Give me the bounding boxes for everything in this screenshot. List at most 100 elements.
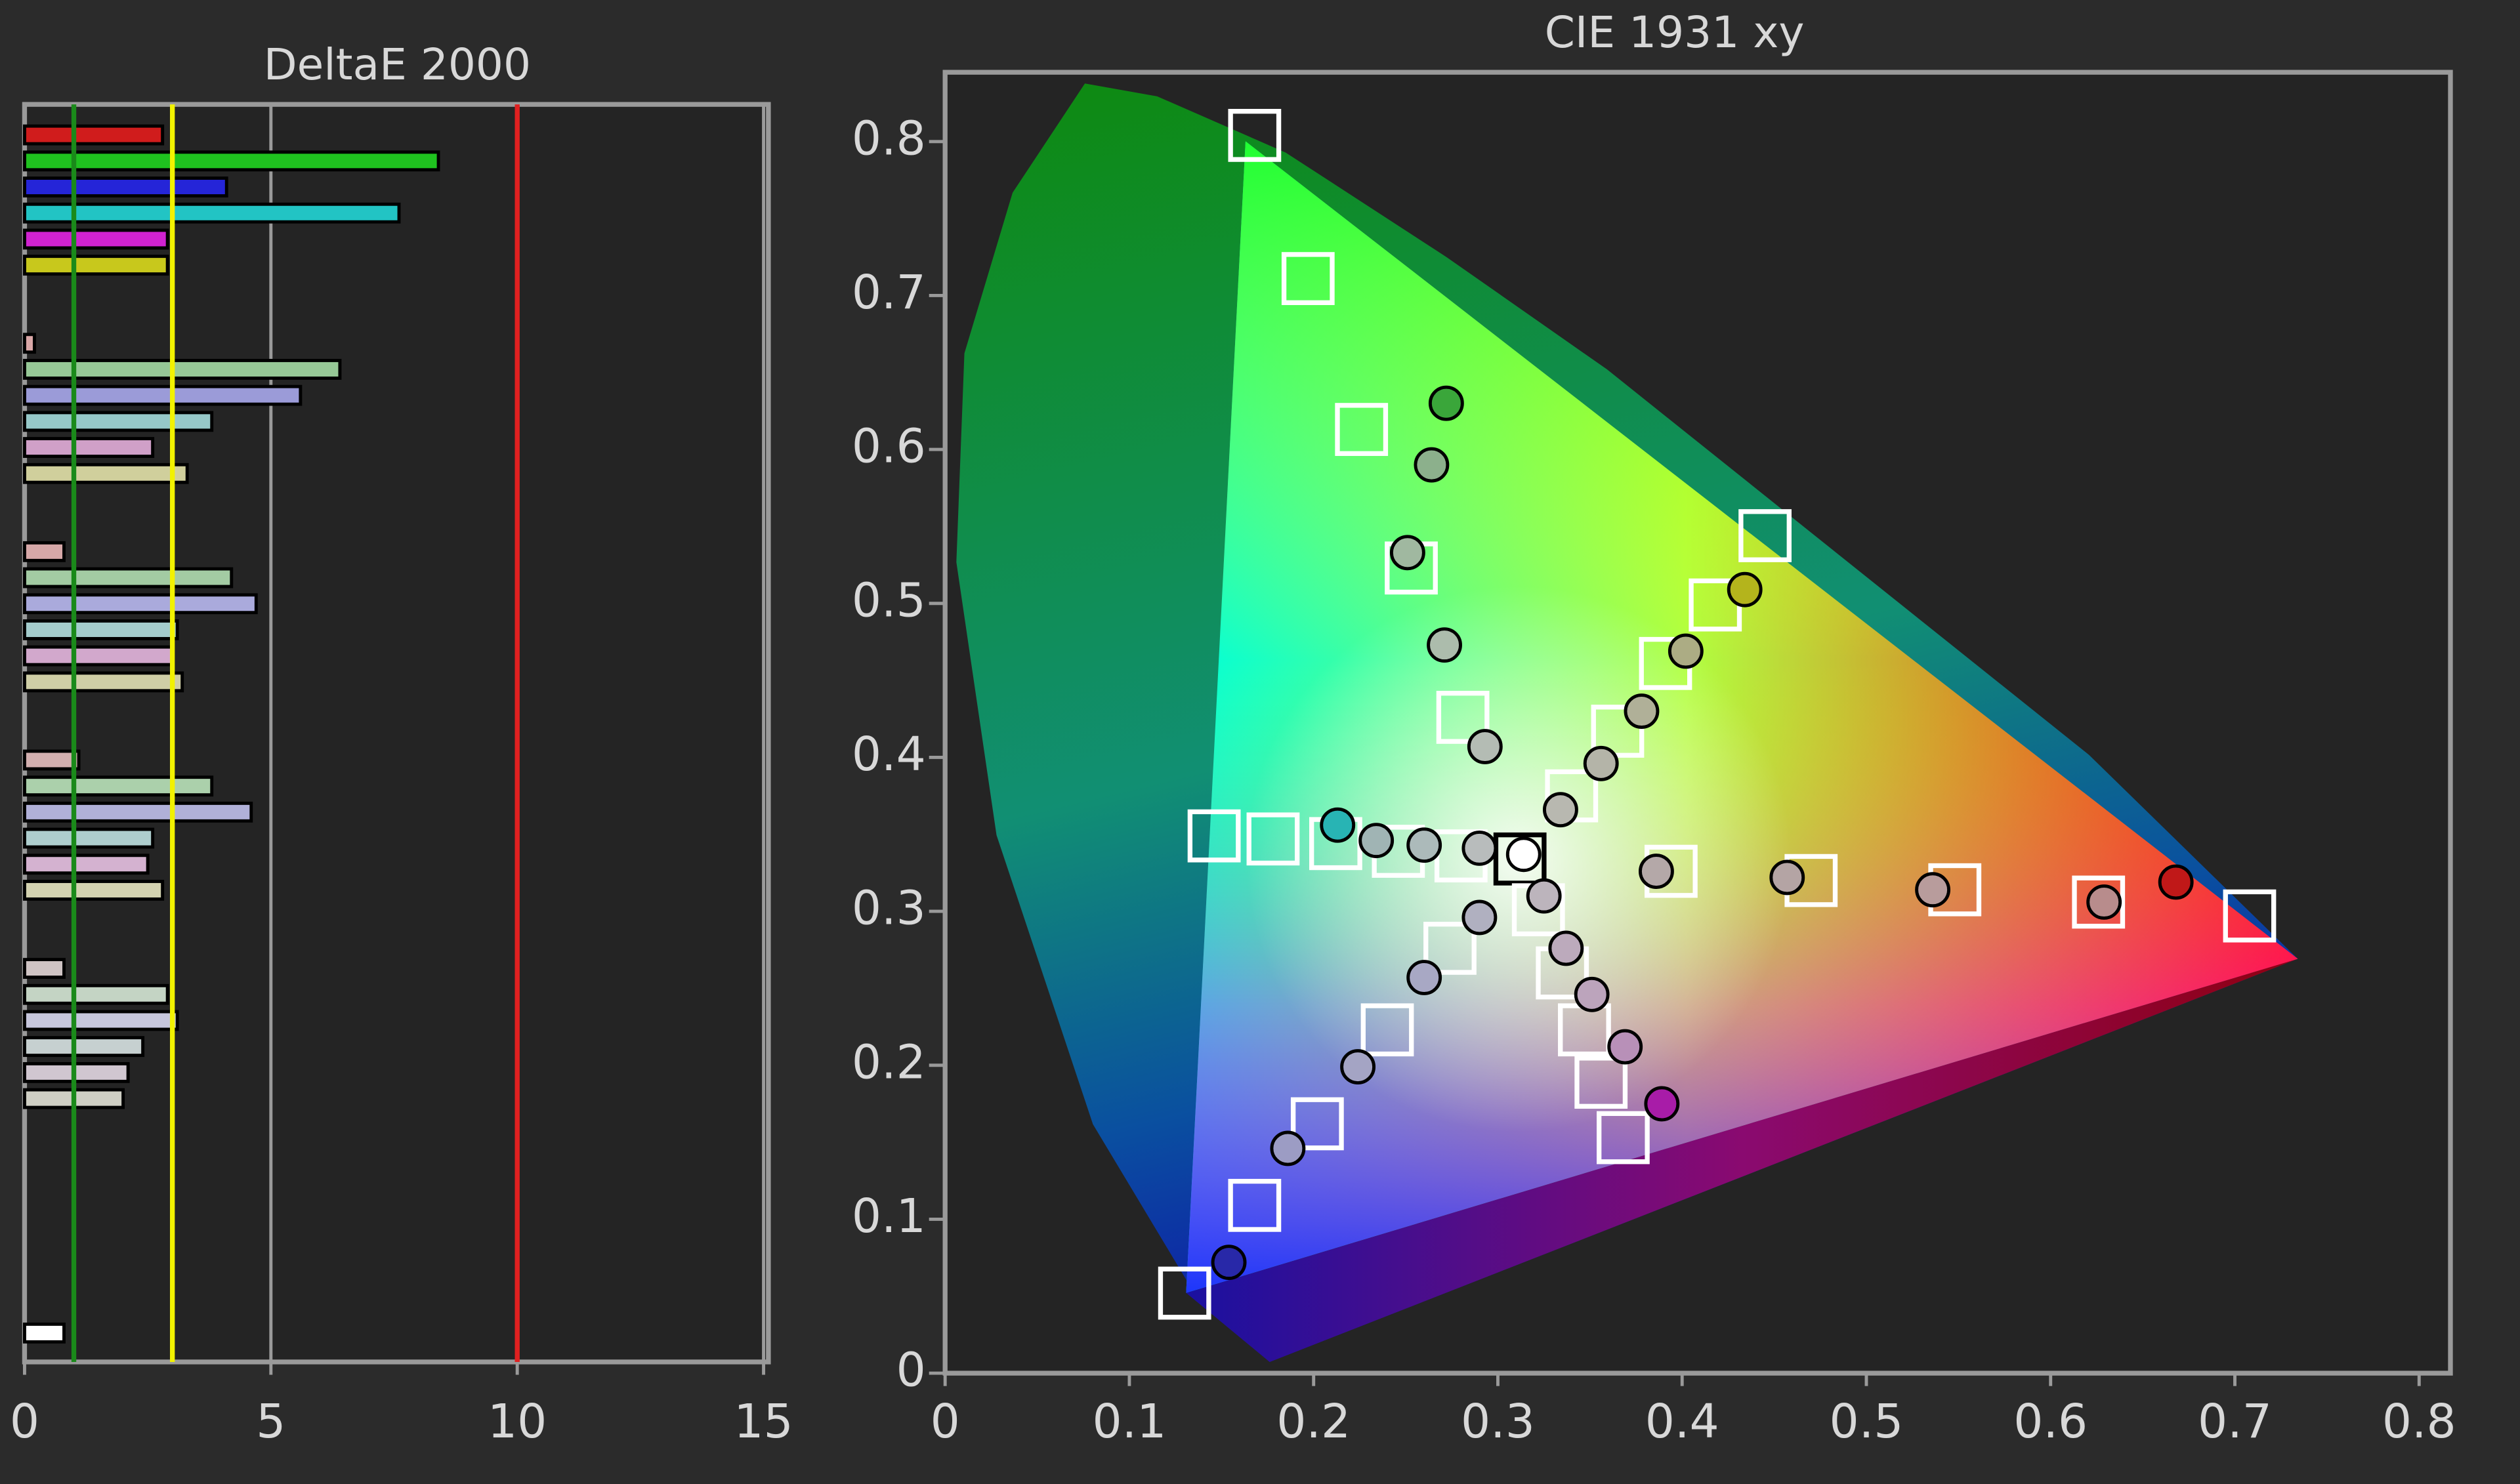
measured-point [1542,792,1578,828]
white-point-glow [1186,141,2298,1293]
target-marker [1228,108,1282,162]
chart-title: CIE 1931 xy [1545,7,1805,58]
bar [22,150,440,172]
bar [22,880,165,901]
bar [22,541,66,562]
bar [22,1061,130,1083]
target-marker [2072,875,2126,929]
target-marker [1246,812,1300,866]
target-marker [1591,705,1645,758]
bar [22,827,155,849]
target-marker [1436,691,1490,744]
measured-point [1727,571,1763,608]
y-tick-label: 0.5 [852,573,926,627]
x-tick-label: 0.1 [1092,1394,1166,1449]
target-marker [1360,1003,1414,1057]
x-tick-label: 0.8 [2382,1394,2456,1449]
measured-point [1320,807,1356,843]
measured-point [1358,823,1395,859]
measured-point [1270,1130,1306,1166]
y-tick-label: 0.8 [852,111,926,165]
bar [22,124,165,146]
bar [22,359,342,380]
measured-point [1526,878,1562,914]
bar [22,775,214,797]
target-marker [1187,809,1241,863]
bar [22,593,258,615]
plot-area [22,102,771,1365]
measured-point [2086,884,2122,920]
measured-point [1644,1086,1680,1122]
measured-point [1624,693,1660,729]
bar [22,228,169,250]
bar [22,202,401,224]
measured-point [1505,836,1542,873]
measured-point [1414,447,1450,483]
target-marker [1158,1266,1211,1320]
target-marker [1290,1097,1344,1151]
y-tick-label: 0.6 [852,419,926,474]
measured-point [1915,872,1950,908]
target-marker [1423,922,1477,975]
measured-point [1769,859,1805,896]
measured-point [1607,1029,1643,1065]
x-tick-label: 10 [488,1394,547,1449]
measured-point [1467,729,1503,764]
y-tick-label: 0.7 [852,265,926,319]
purple-band [1186,958,2298,1362]
x-tick-label: 0.4 [1645,1394,1719,1449]
measured-point [2158,864,2194,900]
bar [22,671,184,693]
bar [22,567,234,588]
bar [22,411,214,432]
measured-point [1548,930,1584,966]
x-tick-label: 0 [10,1394,39,1449]
y-tick-label: 0.4 [852,727,926,781]
x-tick-label: 15 [734,1394,793,1449]
y-tick-label: 0.2 [852,1035,926,1089]
bar [22,463,189,484]
measured-point [1406,960,1442,995]
bar [22,645,175,667]
target-marker [2223,889,2277,943]
x-tick-label: 0.7 [2198,1394,2272,1449]
gamut-diagram [956,83,2298,1362]
target-marker [1738,509,1792,562]
bar [22,333,36,354]
y-tick-label: 0.3 [852,881,926,936]
measured-point [1638,854,1674,890]
measured-point [1406,827,1442,863]
measured-point [1211,1245,1247,1281]
target-marker [1574,1056,1628,1109]
bar [22,619,179,640]
x-tick-label: 0.6 [2013,1394,2088,1449]
measured-point [1428,385,1464,421]
bar [22,854,150,875]
bar [22,749,81,771]
x-tick-label: 0.5 [1830,1394,1904,1449]
bar [22,176,228,197]
chart-title: DeltaE 2000 [264,39,531,90]
bar [22,255,169,276]
target-marker [1335,403,1389,456]
measured-point [1574,976,1610,1012]
bar [22,1036,145,1058]
measured-point [1461,899,1498,936]
bar [22,384,303,406]
bar [22,801,253,823]
y-tick-label: 0.1 [852,1189,926,1243]
x-tick-label: 0.3 [1461,1394,1535,1449]
measured-point [1427,627,1462,663]
measured-point [1461,830,1498,866]
bar [22,437,155,458]
target-marker [1228,1178,1282,1232]
target-marker [1281,252,1335,306]
target-marker [1596,1111,1650,1165]
bar [22,1010,179,1031]
bar [22,983,169,1005]
measured-point [1583,745,1619,781]
y-tick-label: 0 [896,1343,926,1397]
bar [22,958,66,979]
measured-point [1340,1049,1376,1085]
